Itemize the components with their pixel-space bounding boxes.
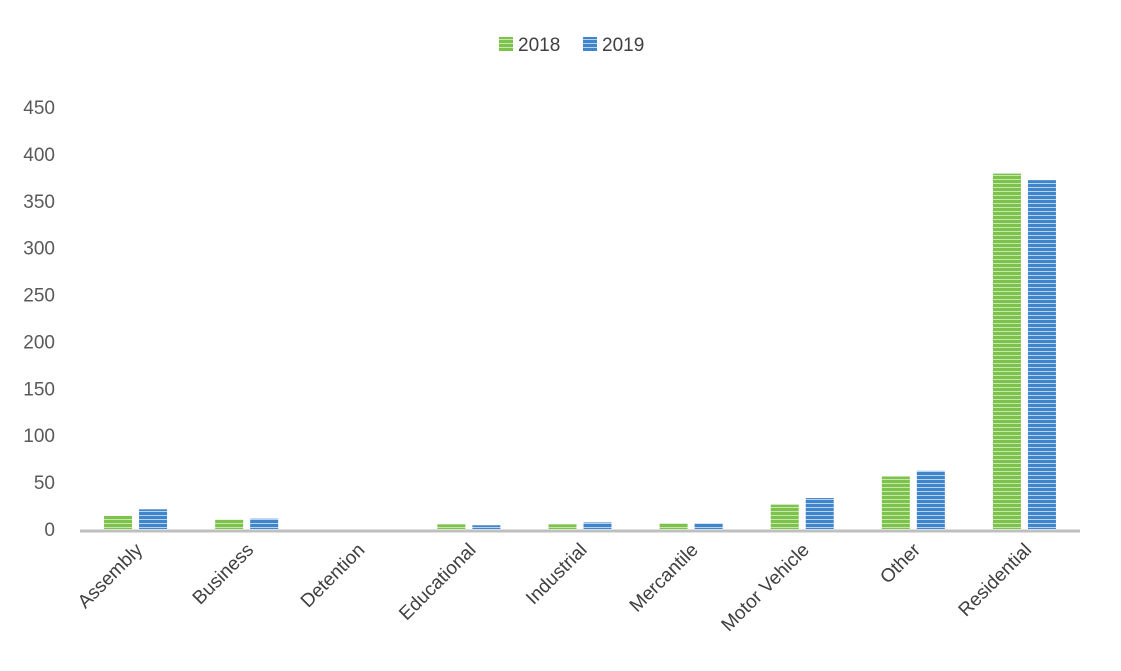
y-tick-label-250: 250 [23,286,55,307]
bar-mercantile-2019 [694,523,723,529]
legend-swatch-2019 [583,37,597,51]
bar-assembly-2019 [139,509,168,529]
y-tick-label-100: 100 [23,426,55,447]
bar-educational-2018 [437,524,466,529]
bar-motor-vehicle-2019 [805,498,834,529]
x-tick-label-other: Other [876,539,925,588]
x-axis: Assembly Business Detention Educational Indu… [74,539,1036,636]
x-tick-label-motor-vehicle: Motor Vehicle [718,540,814,636]
bars-group [104,173,1056,530]
bar-educational-2019 [472,525,501,529]
x-tick-label-educational: Educational [395,540,480,625]
x-tick-label-mercantile: Mercantile [626,540,703,617]
y-axis: 0 50 100 150 200 250 300 350 400 450 [23,98,55,541]
y-tick-label-400: 400 [23,145,55,166]
y-tick-label-350: 350 [23,192,55,213]
bar-residential-2018 [992,173,1021,530]
y-tick-label-200: 200 [23,332,55,353]
bar-business-2019 [250,518,279,529]
x-tick-label-detention: Detention [297,540,369,612]
legend-swatch-2018 [499,37,513,51]
legend-label-2019: 2019 [602,35,644,56]
bar-mercantile-2018 [659,523,688,529]
y-tick-label-150: 150 [23,379,55,400]
y-tick-label-300: 300 [23,239,55,260]
bar-industrial-2018 [548,524,577,529]
x-tick-label-industrial: Industrial [522,540,591,609]
bar-residential-2019 [1027,180,1056,529]
bar-business-2018 [215,519,244,529]
legend-label-2018: 2018 [518,35,560,56]
legend: 2018 2019 [499,35,644,56]
bar-assembly-2018 [104,515,133,529]
bar-industrial-2019 [583,522,612,529]
y-tick-label-450: 450 [23,98,55,119]
bar-motor-vehicle-2018 [770,504,799,529]
y-tick-label-50: 50 [34,473,55,494]
y-tick-label-0: 0 [44,520,55,541]
x-tick-label-residential: Residential [955,540,1036,621]
x-tick-label-assembly: Assembly [74,539,147,612]
bar-other-2018 [881,476,910,529]
x-tick-label-business: Business [189,540,258,609]
bar-other-2019 [916,470,945,529]
